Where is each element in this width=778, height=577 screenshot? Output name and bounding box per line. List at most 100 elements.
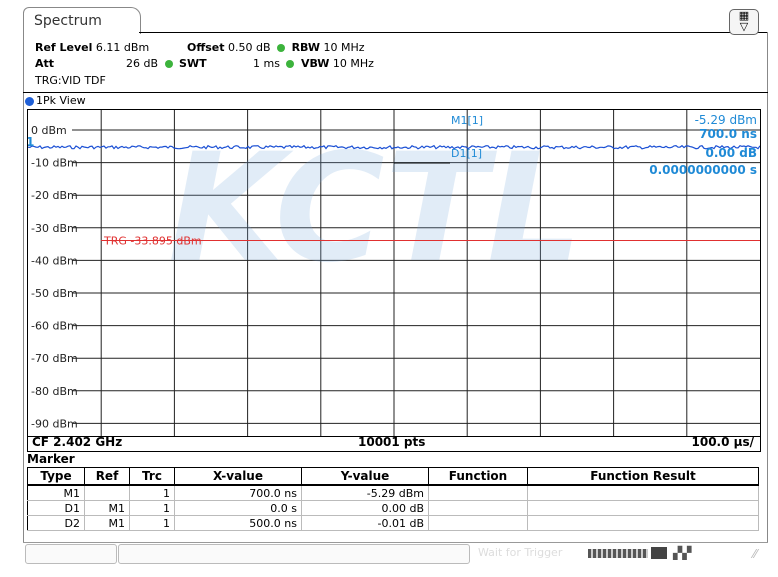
m1-value: -5.29 dBm: [695, 113, 757, 127]
table-cell: 500.0 ns: [174, 515, 302, 531]
y-tick-label: -80 dBm: [31, 385, 78, 398]
resize-grip-icon[interactable]: ⁄⁄: [753, 547, 758, 561]
menu-grid-icon: ▦: [738, 9, 750, 22]
y-tick-label: 0 dBm: [31, 124, 67, 137]
table-cell: D1: [27, 500, 85, 516]
y-tick-label: -10 dBm: [31, 157, 78, 170]
ref-level-value: 6.11 dBm: [95, 41, 150, 54]
y-tick-bg: [28, 253, 72, 267]
offset-label: Offset: [187, 41, 225, 54]
status-dot-icon: [164, 60, 173, 68]
window-menu-button[interactable]: ▦ ▽: [729, 9, 759, 35]
y-tick-label: -60 dBm: [31, 320, 78, 333]
y-tick-bg: [28, 155, 72, 169]
marker-table-title: Marker: [27, 452, 75, 466]
table-cell: -0.01 dB: [301, 515, 429, 531]
y-tick-label: -70 dBm: [31, 352, 78, 365]
bottom-field-1[interactable]: [25, 544, 117, 564]
progress-bar: [588, 549, 648, 558]
table-cell: [428, 500, 528, 516]
offset-value: 0.50 dB: [228, 41, 271, 54]
marker-table-header: Type: [27, 467, 85, 486]
watermark: KCTL: [168, 122, 583, 296]
view-tab[interactable]: 1Pk View: [25, 94, 86, 109]
y-tick-label: -50 dBm: [31, 287, 78, 300]
d1-label: D1[1]: [451, 147, 482, 160]
battery-icon: [651, 547, 667, 559]
marker-table-header: Y-value: [301, 467, 429, 486]
table-cell: 1: [129, 515, 175, 531]
panel-right-border: [767, 32, 768, 542]
y-tick-label: -20 dBm: [31, 189, 78, 202]
table-cell: M1: [27, 484, 85, 501]
table-row[interactable]: D2 M1 1 500.0 ns -0.01 dB: [27, 515, 759, 531]
y-axis-ticks: 0 dBm -10 dBm -20 dBm -30 dBm -40 dBm -50 dBm…: [28, 123, 78, 430]
view-top-border: [23, 92, 768, 93]
table-cell: 0.0 s: [174, 500, 302, 516]
att-label: Att: [35, 57, 55, 70]
rbw-label: RBW: [291, 41, 320, 54]
marker-table-header: Ref: [84, 467, 130, 486]
table-cell: [527, 500, 759, 516]
spectrum-graph: KCTL 0 dBm -10 dBm -20 dBm -30 dBm -40 dBm -5…: [26, 110, 761, 436]
y-tick-label: -30 dBm: [31, 222, 78, 235]
y-tick-label: -40 dBm: [31, 254, 78, 267]
y-tick-bg: [28, 318, 72, 332]
y-tick-bg: [28, 383, 72, 397]
network-icon: ▞▞: [673, 546, 692, 560]
tab-spectrum[interactable]: Spectrum: [23, 7, 141, 34]
trigger-setting: TRG:VID TDF: [35, 74, 106, 87]
status-dot-icon: [277, 44, 286, 52]
bottom-bar: Wait for Trigger ▞▞ ⁄⁄: [23, 542, 768, 565]
marker-table-header: Function Result: [527, 467, 759, 486]
ref-level-label: Ref Level: [35, 41, 93, 54]
table-cell: 700.0 ns: [174, 484, 302, 501]
marker-table: Type Ref Trc X-value Y-value Function Function…: [27, 467, 759, 531]
y-tick-bg: [28, 416, 72, 430]
time-per-div: 100.0 µs/: [691, 435, 755, 449]
marker-table-header: Function: [428, 467, 528, 486]
trigger-label: TRG -33.895 dBm: [103, 234, 202, 247]
m1-label: M1[1]: [451, 114, 483, 127]
y-tick-bg: [28, 286, 72, 299]
marker-table-header: X-value: [174, 467, 302, 486]
y-tick-bg: [28, 351, 72, 365]
trace-1: [27, 144, 761, 150]
marker-table-header: Trc: [129, 467, 175, 486]
vbw-value: 10 MHz: [332, 57, 374, 70]
table-cell: [527, 484, 759, 501]
table-cell: M1: [84, 515, 130, 531]
table-cell: [527, 515, 759, 531]
d1-value: 0.00 dB: [705, 146, 757, 160]
grid: [28, 110, 760, 436]
y-tick-bg: [28, 188, 72, 202]
status-bar: CF 2.402 GHz 10001 pts 100.0 µs/: [27, 435, 761, 452]
table-cell: [84, 484, 130, 501]
y-tick-bg: [28, 123, 72, 136]
swt-label: SWT: [179, 57, 207, 70]
sweep-points: 10001 pts: [358, 435, 426, 449]
table-cell: M1: [84, 500, 130, 516]
ref-marker-label: 1: [28, 135, 34, 149]
view-indicator-icon: [25, 96, 34, 106]
table-cell: 1: [129, 500, 175, 516]
d1-time: 0.0000000000 s: [649, 163, 757, 177]
att-value: 26 dB: [126, 57, 159, 70]
table-cell: [428, 484, 528, 501]
y-tick-label: -90 dBm: [31, 417, 78, 430]
table-cell: D2: [27, 515, 85, 531]
table-row[interactable]: M1 1 700.0 ns -5.29 dBm: [27, 484, 759, 501]
panel-left-border: [23, 32, 24, 542]
table-cell: -5.29 dBm: [301, 484, 429, 501]
tab-spectrum-label: Spectrum: [34, 13, 102, 29]
status-dot-icon: [286, 60, 295, 68]
panel-top-border: [139, 32, 768, 33]
table-cell: 0.00 dB: [301, 500, 429, 516]
wait-for-trigger-status: Wait for Trigger: [478, 546, 563, 559]
table-cell: 1: [129, 484, 175, 501]
rbw-value: 10 MHz: [323, 41, 365, 54]
bottom-field-2[interactable]: [118, 544, 470, 564]
table-row[interactable]: D1 M1 1 0.0 s 0.00 dB: [27, 500, 759, 516]
view-label: 1Pk View: [36, 94, 86, 107]
spectrum-plot[interactable]: KCTL 0 dBm -10 dBm -20 dBm -30 dBm -40 dBm -5…: [26, 109, 761, 437]
